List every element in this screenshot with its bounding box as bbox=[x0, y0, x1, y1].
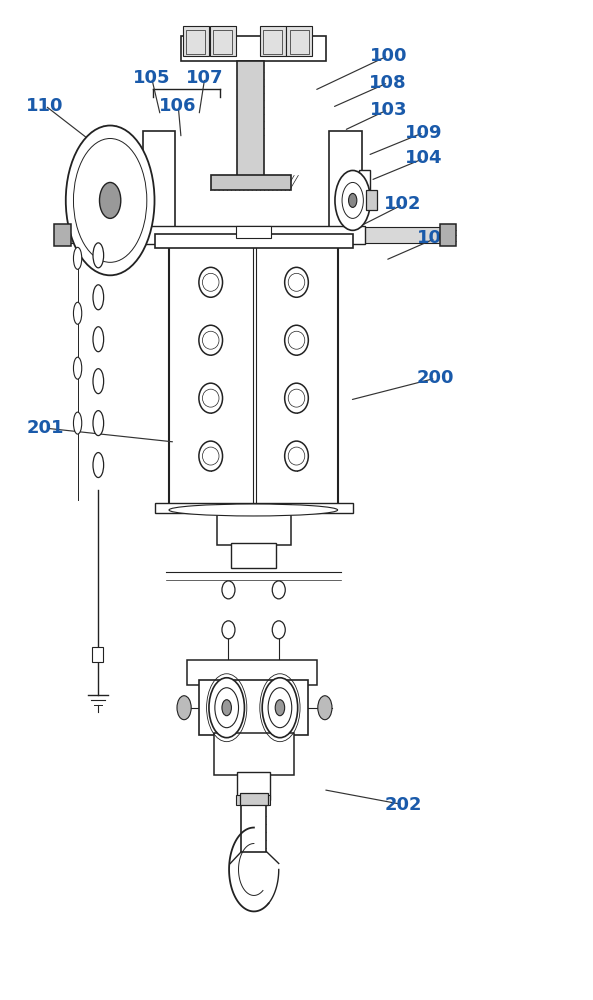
Circle shape bbox=[349, 193, 357, 207]
Bar bbox=[183, 26, 209, 56]
Bar bbox=[57, 227, 146, 243]
Bar bbox=[146, 228, 362, 238]
Ellipse shape bbox=[93, 453, 104, 478]
Ellipse shape bbox=[93, 243, 104, 268]
Text: 106: 106 bbox=[160, 97, 197, 115]
Bar bbox=[241, 802, 266, 852]
Text: 110: 110 bbox=[26, 97, 64, 115]
Ellipse shape bbox=[202, 389, 219, 407]
Ellipse shape bbox=[199, 267, 222, 297]
Ellipse shape bbox=[288, 331, 305, 349]
Text: 202: 202 bbox=[384, 796, 422, 814]
Bar bbox=[240, 793, 267, 805]
Circle shape bbox=[268, 688, 292, 728]
Circle shape bbox=[335, 170, 371, 230]
Circle shape bbox=[342, 182, 364, 218]
Bar bbox=[155, 234, 353, 248]
Bar bbox=[359, 170, 371, 200]
Bar bbox=[181, 36, 326, 61]
Circle shape bbox=[209, 678, 244, 738]
Text: 102: 102 bbox=[384, 195, 422, 213]
Circle shape bbox=[215, 688, 238, 728]
Ellipse shape bbox=[272, 621, 285, 639]
Circle shape bbox=[177, 696, 191, 720]
Ellipse shape bbox=[285, 267, 308, 297]
Circle shape bbox=[100, 182, 121, 218]
Bar bbox=[186, 30, 205, 54]
Bar bbox=[362, 227, 450, 243]
Ellipse shape bbox=[74, 247, 82, 269]
Text: 103: 103 bbox=[369, 101, 407, 119]
Bar bbox=[187, 660, 317, 685]
Text: 107: 107 bbox=[186, 69, 224, 87]
Circle shape bbox=[262, 678, 298, 738]
Ellipse shape bbox=[288, 389, 305, 407]
Bar bbox=[209, 26, 235, 56]
Text: 200: 200 bbox=[417, 369, 454, 387]
Bar bbox=[213, 733, 294, 775]
Ellipse shape bbox=[285, 441, 308, 471]
Bar bbox=[235, 226, 271, 238]
Ellipse shape bbox=[74, 357, 82, 379]
Bar bbox=[211, 175, 291, 190]
Bar bbox=[260, 26, 286, 56]
Bar bbox=[93, 647, 103, 662]
Ellipse shape bbox=[202, 331, 219, 349]
Ellipse shape bbox=[285, 325, 308, 355]
Ellipse shape bbox=[199, 325, 222, 355]
Text: 108: 108 bbox=[369, 74, 407, 92]
Bar bbox=[286, 26, 313, 56]
Bar bbox=[329, 131, 362, 240]
Ellipse shape bbox=[222, 581, 235, 599]
Text: 109: 109 bbox=[405, 124, 442, 142]
Ellipse shape bbox=[272, 581, 285, 599]
Text: 105: 105 bbox=[133, 69, 170, 87]
Bar bbox=[213, 30, 232, 54]
Ellipse shape bbox=[74, 302, 82, 324]
Bar bbox=[237, 772, 270, 800]
Bar bbox=[216, 505, 291, 545]
Bar bbox=[290, 30, 309, 54]
Bar bbox=[134, 170, 146, 200]
Circle shape bbox=[74, 139, 147, 262]
Bar bbox=[231, 543, 276, 568]
Ellipse shape bbox=[169, 504, 337, 516]
Bar bbox=[54, 224, 71, 246]
Bar bbox=[143, 226, 365, 244]
Ellipse shape bbox=[202, 273, 219, 291]
Bar bbox=[143, 131, 175, 240]
Bar bbox=[236, 795, 270, 805]
Text: 201: 201 bbox=[26, 419, 64, 437]
Text: 104: 104 bbox=[405, 149, 442, 167]
Ellipse shape bbox=[93, 411, 104, 436]
Bar bbox=[263, 30, 282, 54]
Bar bbox=[199, 680, 308, 735]
Circle shape bbox=[66, 126, 155, 275]
Ellipse shape bbox=[202, 447, 219, 465]
Ellipse shape bbox=[93, 285, 104, 310]
Bar bbox=[439, 224, 456, 246]
Bar bbox=[170, 240, 338, 510]
Ellipse shape bbox=[93, 327, 104, 352]
Ellipse shape bbox=[222, 621, 235, 639]
Bar bbox=[237, 61, 264, 180]
Text: 100: 100 bbox=[369, 47, 407, 65]
Ellipse shape bbox=[199, 383, 222, 413]
Ellipse shape bbox=[93, 369, 104, 394]
Ellipse shape bbox=[285, 383, 308, 413]
Circle shape bbox=[275, 700, 285, 716]
Circle shape bbox=[318, 696, 332, 720]
Ellipse shape bbox=[288, 273, 305, 291]
Ellipse shape bbox=[74, 412, 82, 434]
Text: 101: 101 bbox=[417, 229, 454, 247]
Ellipse shape bbox=[288, 447, 305, 465]
Ellipse shape bbox=[199, 441, 222, 471]
Bar bbox=[366, 190, 377, 210]
Circle shape bbox=[222, 700, 231, 716]
Bar bbox=[155, 503, 353, 513]
